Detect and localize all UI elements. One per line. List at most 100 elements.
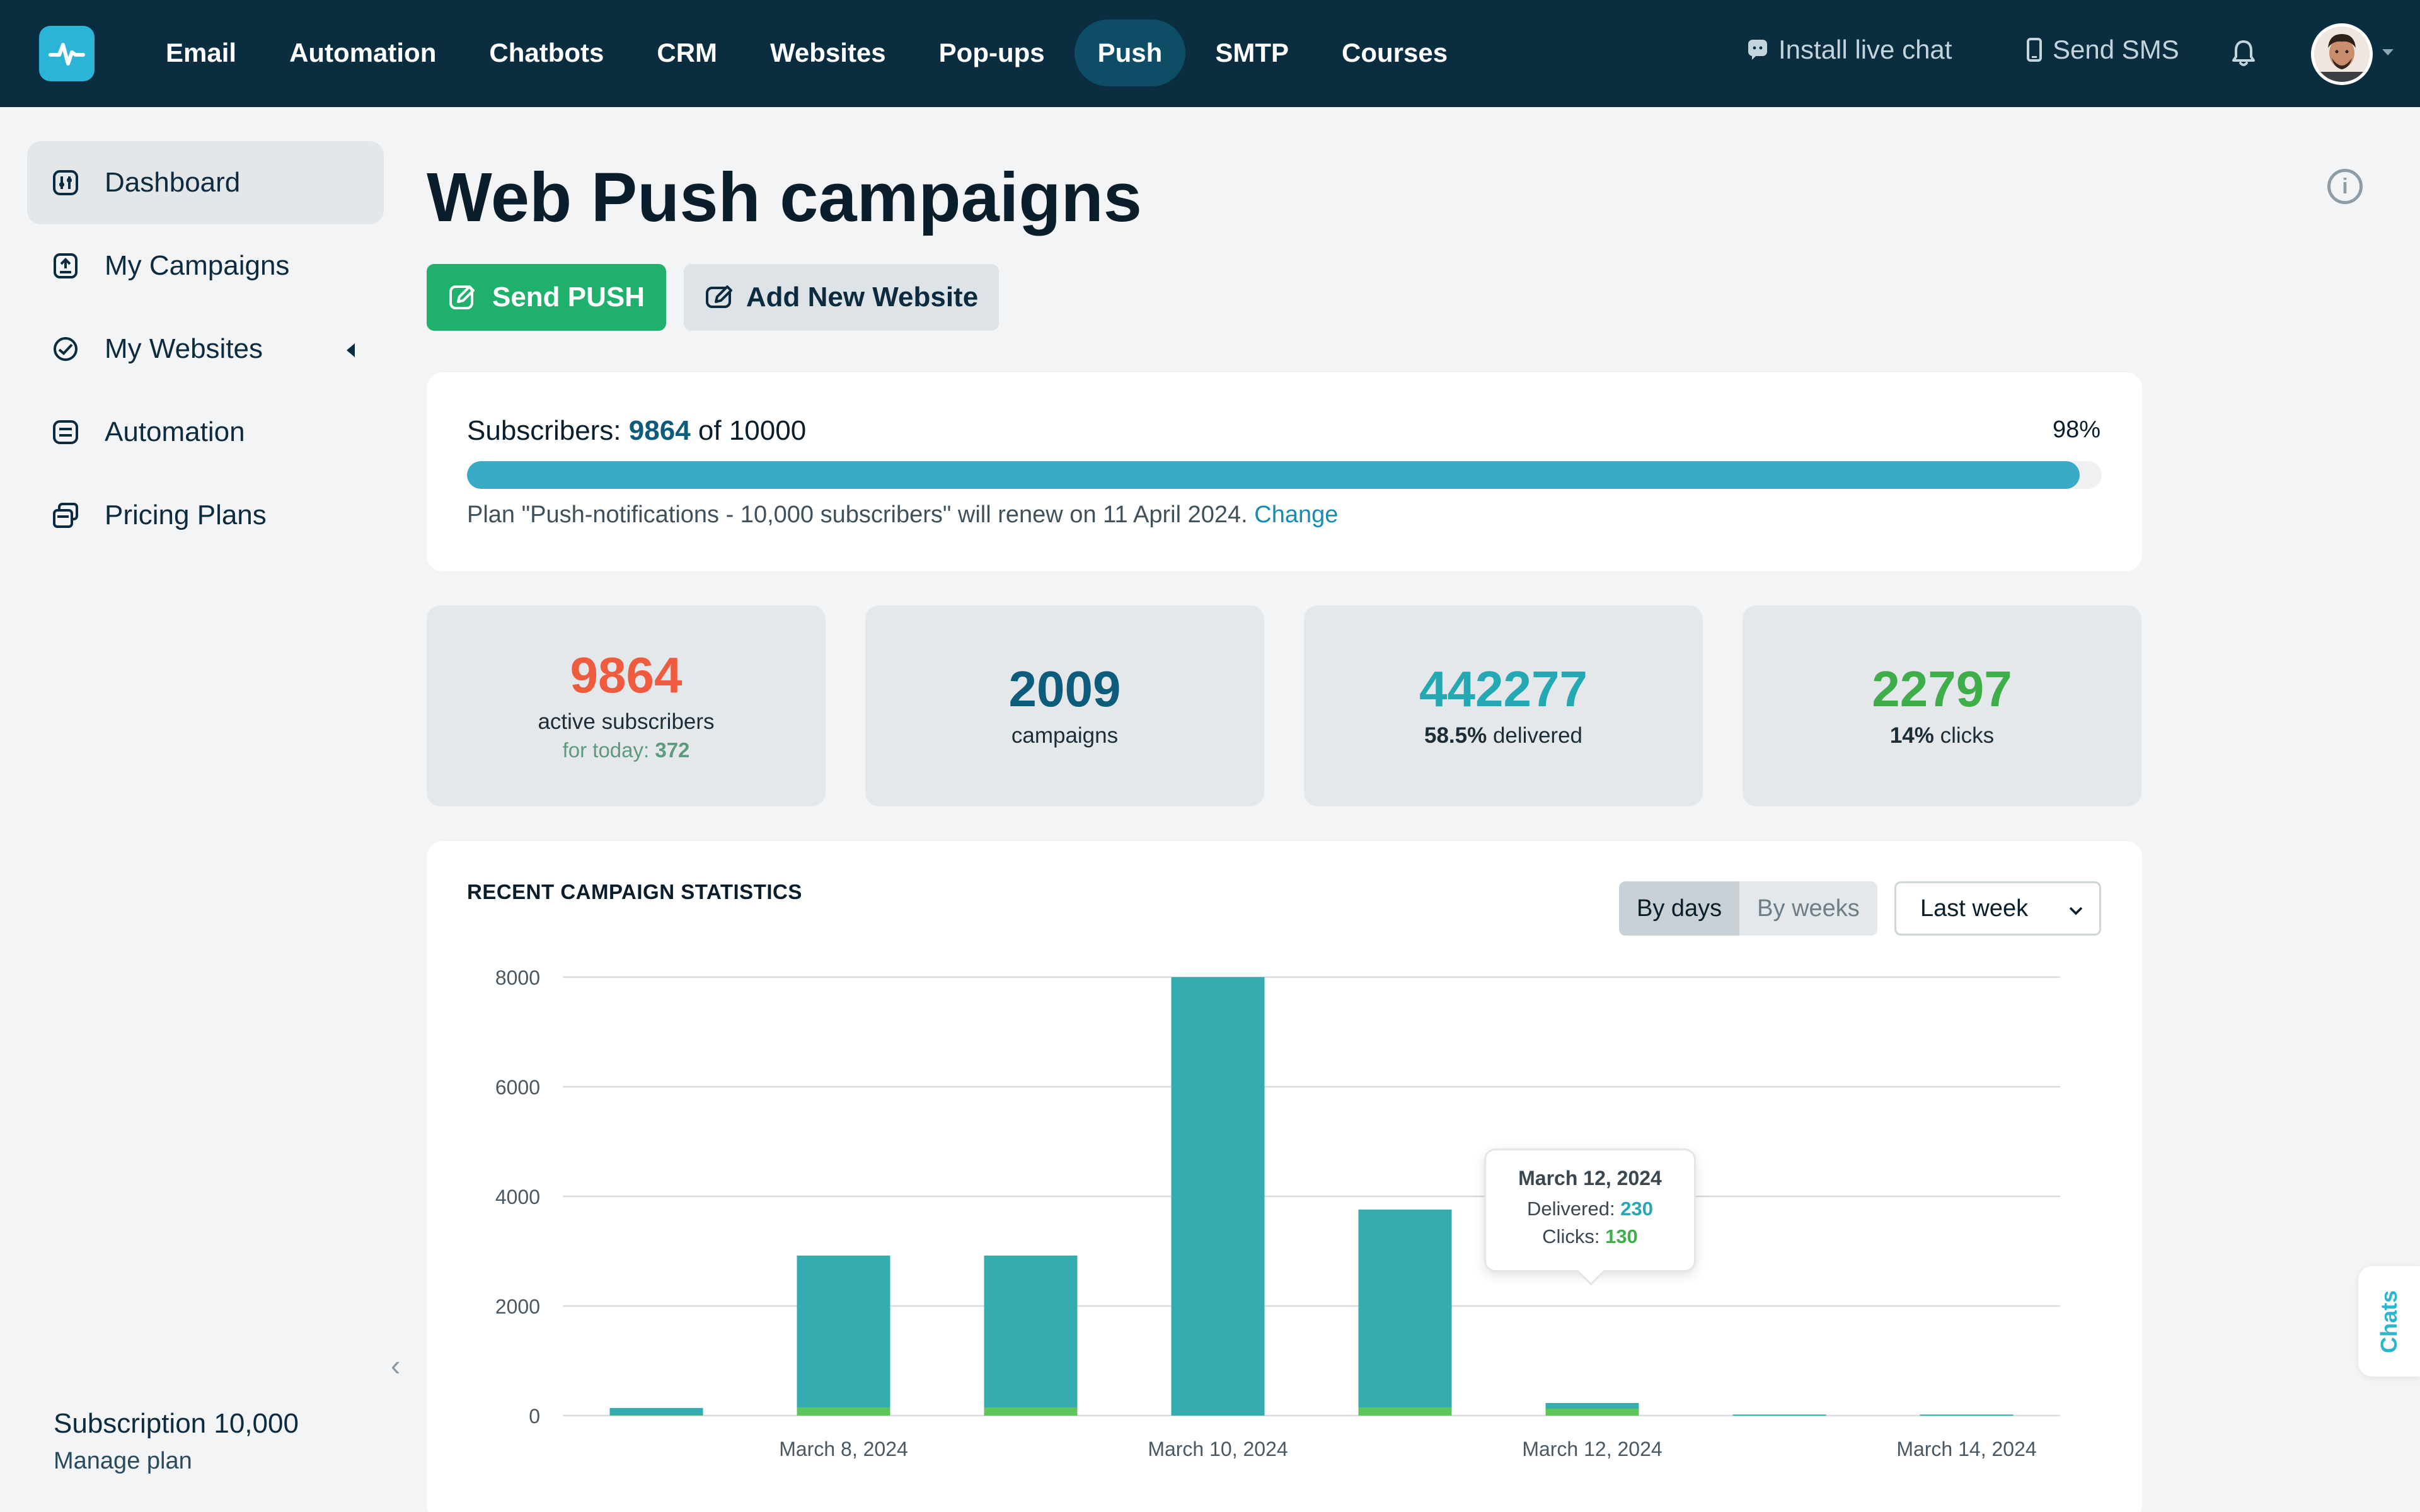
subscribers-limit: of 10000 [698, 415, 807, 446]
stat-value: 2009 [1008, 660, 1121, 717]
subscribers-progress-fill [467, 461, 2080, 489]
pulse-logo-icon [49, 43, 85, 66]
y-tick-label: 6000 [495, 1076, 540, 1099]
bar-delivered [609, 1407, 703, 1416]
period-select-value: Last week [1920, 895, 2029, 922]
stat-today: for today: 372 [563, 738, 690, 762]
app-logo[interactable] [39, 26, 95, 81]
sidebar-item-label: Pricing Plans [105, 500, 267, 530]
sidebar-item-pricing-plans[interactable]: Pricing Plans [27, 474, 384, 557]
collapse-sidebar-chevron-icon[interactable]: ‹ [391, 1349, 401, 1382]
y-tick-label: 0 [529, 1405, 540, 1428]
campaign-statistics-chart: 0 2000 4000 6000 8000 March 8, 2024 March 10, … [495, 966, 2060, 1460]
period-granularity-toggle: By days By weeks [1619, 881, 1877, 936]
main-nav: Email Automation Chatbots CRM Websites P… [142, 20, 1477, 86]
sidebar-item-label: My Campaigns [105, 250, 290, 281]
nav-automation[interactable]: Automation [289, 38, 437, 67]
stat-value: 442277 [1419, 660, 1587, 717]
bar-clicks [609, 1415, 703, 1416]
x-tick-label: March 10, 2024 [1148, 1438, 1288, 1460]
nav-chatbots[interactable]: Chatbots [489, 38, 604, 67]
expand-caret-icon[interactable] [347, 343, 355, 357]
chat-bubble-icon [1748, 40, 1767, 60]
x-tick-label: March 8, 2024 [779, 1438, 908, 1460]
sidebar-item-label: My Websites [105, 333, 263, 364]
bar-delivered [797, 1255, 890, 1416]
chats-side-tab[interactable]: Chats [2358, 1266, 2420, 1377]
nav-push[interactable]: Push [1074, 20, 1186, 86]
dashboard-icon [50, 168, 81, 198]
change-plan-link[interactable]: Change [1254, 501, 1339, 528]
nav-email[interactable]: Email [166, 38, 237, 67]
sidebar-item-label: Automation [105, 416, 245, 447]
bar-clicks [797, 1407, 890, 1416]
stat-label: campaigns [1011, 723, 1119, 748]
campaigns-icon [50, 251, 81, 281]
y-tick-label: 2000 [495, 1295, 540, 1318]
sidebar-item-automation[interactable]: Automation [27, 391, 384, 474]
by-weeks-button[interactable]: By weeks [1739, 881, 1877, 936]
subscription-title: Subscription 10,000 [54, 1408, 299, 1439]
stat-delivered: 442277 58.5% delivered [1304, 605, 1703, 806]
bar-delivered [984, 1255, 1078, 1416]
add-new-website-label: Add New Website [746, 282, 979, 312]
tooltip-delivered-label: Delivered: [1527, 1198, 1615, 1220]
page-title: Web Push campaigns [427, 159, 1142, 236]
send-sms-label: Send SMS [2053, 35, 2179, 64]
stat-label-text: clicks [1940, 723, 1995, 748]
subscribers-card: Subscribers: 9864 of 10000 98% Plan "Pus… [427, 372, 2142, 571]
bar-clicks [984, 1407, 1078, 1416]
tooltip-clicks: Clicks: 130 [1486, 1225, 1694, 1248]
plan-renewal-label: Plan "Push-notifications - 10,000 subscr… [467, 501, 1248, 528]
nav-popups[interactable]: Pop-ups [938, 38, 1045, 67]
install-live-chat-link[interactable]: Install live chat [1747, 35, 1952, 65]
chats-tab-label: Chats [2376, 1290, 2402, 1353]
info-icon[interactable]: i [2327, 169, 2363, 204]
bar-delivered [1358, 1209, 1452, 1416]
stat-label: active subscribers [538, 709, 715, 734]
tooltip-clicks-label: Clicks: [1542, 1225, 1600, 1247]
subscribers-progress-bar [467, 461, 2102, 489]
subscribers-summary: Subscribers: 9864 of 10000 [467, 415, 806, 447]
stat-today-value: 372 [655, 738, 690, 762]
bar-clicks [1358, 1407, 1452, 1416]
subscribers-count: 9864 [628, 415, 691, 446]
add-new-website-button[interactable]: Add New Website [684, 264, 999, 331]
top-navbar: Email Automation Chatbots CRM Websites P… [0, 0, 2420, 107]
pricing-icon [50, 500, 81, 530]
y-tick-label: 8000 [495, 966, 540, 989]
tooltip-clicks-value: 130 [1605, 1225, 1638, 1247]
nav-websites[interactable]: Websites [770, 38, 886, 67]
tooltip-delivered-value: 230 [1620, 1198, 1653, 1220]
sidebar-item-dashboard[interactable]: Dashboard [27, 141, 384, 224]
edit-push-icon [449, 285, 475, 309]
nav-smtp[interactable]: SMTP [1215, 38, 1289, 67]
notifications-bell-icon[interactable] [2231, 39, 2256, 71]
nav-courses[interactable]: Courses [1342, 38, 1448, 67]
sidebar-item-my-campaigns[interactable]: My Campaigns [27, 224, 384, 307]
send-sms-link[interactable]: Send SMS [2026, 35, 2179, 65]
automation-icon [50, 417, 81, 447]
bar-delivered [1171, 977, 1265, 1416]
sidebar-item-my-websites[interactable]: My Websites [27, 307, 384, 391]
stat-percent: 58.5% [1424, 723, 1487, 748]
subscribers-label: Subscribers: [467, 415, 621, 446]
install-live-chat-label: Install live chat [1778, 35, 1952, 64]
stat-label-text: delivered [1492, 723, 1583, 748]
user-avatar[interactable] [2311, 23, 2373, 85]
manage-plan-link[interactable]: Manage plan [54, 1448, 192, 1474]
chevron-down-icon [2069, 907, 2083, 915]
sidebar-item-label: Dashboard [105, 167, 241, 198]
account-menu-caret-icon[interactable] [2382, 49, 2394, 55]
nav-crm[interactable]: CRM [657, 38, 718, 67]
period-select[interactable]: Last week [1894, 881, 2101, 936]
stat-percent: 14% [1889, 723, 1934, 748]
stat-today-label: for today: [562, 738, 650, 762]
plan-renewal-text: Plan "Push-notifications - 10,000 subscr… [467, 501, 1338, 529]
by-days-button[interactable]: By days [1619, 881, 1740, 936]
send-push-label: Send PUSH [492, 282, 645, 312]
bar-clicks [1545, 1408, 1639, 1416]
tooltip-date: March 12, 2024 [1518, 1167, 1662, 1189]
stat-label: 14% clicks [1890, 723, 1994, 748]
send-push-button[interactable]: Send PUSH [427, 264, 666, 331]
